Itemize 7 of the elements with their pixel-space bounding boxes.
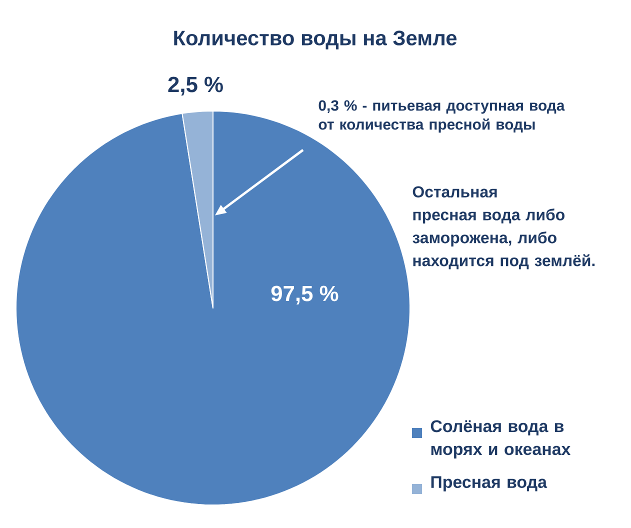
data-label: 2,5 % — [168, 76, 223, 96]
text: 0,3 % - питьевая доступная вода от количества пресной воды — [318, 100, 565, 133]
text: Остальная пресная вода либо заморожена, либо находится под землёй. — [412, 186, 595, 270]
chart-title: Количество воды на Земле — [174, 30, 457, 50]
legend-label: Пресная вода — [431, 476, 548, 492]
legend-label: Солёная вода в морях и океанах — [430, 420, 571, 458]
data-label: 97,5 % — [271, 286, 338, 304]
